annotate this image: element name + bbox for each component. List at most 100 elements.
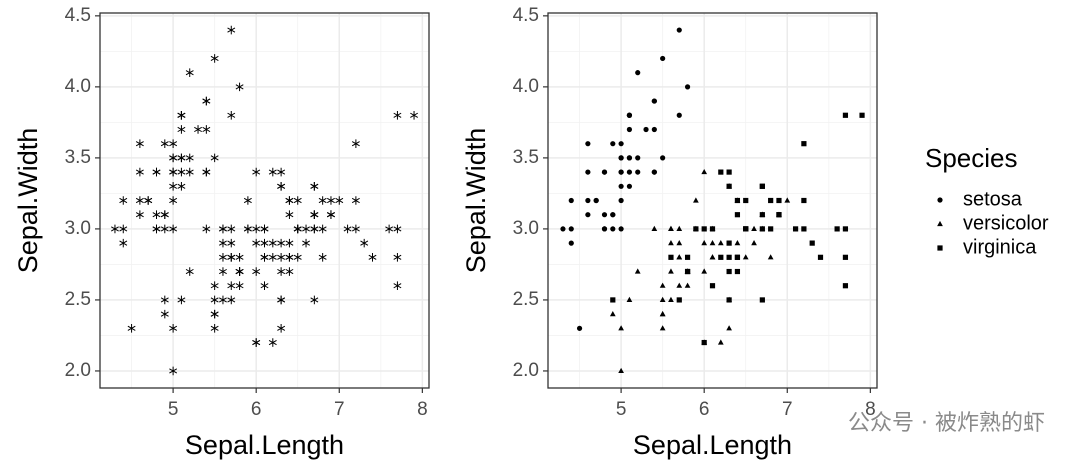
data-point (776, 212, 782, 218)
y-tick-label: 2.5 (65, 289, 91, 310)
data-point (252, 267, 261, 276)
data-point (227, 253, 236, 262)
data-point (585, 169, 591, 175)
data-point (218, 224, 227, 234)
data-point (626, 112, 633, 118)
data-point (185, 167, 194, 177)
data-point (676, 112, 682, 118)
x-tick-label: 6 (699, 399, 710, 420)
data-point (252, 338, 261, 347)
data-point (368, 253, 377, 262)
data-point (335, 196, 344, 205)
data-point (676, 297, 682, 303)
data-point (659, 311, 666, 317)
data-point (227, 110, 236, 120)
data-point (277, 167, 286, 177)
data-point (659, 282, 666, 288)
data-point (119, 196, 128, 205)
data-point (842, 226, 849, 232)
data-point (668, 296, 674, 303)
data-point (235, 281, 244, 291)
data-point (626, 296, 633, 303)
data-point (243, 224, 252, 234)
data-point (701, 226, 707, 232)
watermark: 公众号 · 被炸熟的虾 (848, 411, 1045, 436)
y-axis-title: Sepal.Width (461, 128, 491, 274)
data-point (127, 324, 136, 333)
data-point (293, 253, 302, 262)
data-point (717, 239, 724, 246)
data-point (693, 197, 699, 203)
data-point (610, 212, 616, 218)
data-point (676, 239, 683, 246)
data-point (160, 295, 169, 305)
data-point (235, 253, 244, 262)
data-point (635, 155, 641, 161)
legend-marker (937, 197, 943, 203)
data-point (169, 167, 178, 177)
data-point (169, 139, 178, 148)
data-point (618, 367, 624, 374)
data-point (169, 324, 178, 333)
data-point (576, 325, 583, 331)
data-point (252, 167, 261, 177)
y-tick-label: 3.0 (65, 218, 91, 239)
data-point (618, 169, 624, 175)
data-point (560, 226, 566, 232)
data-point (618, 155, 624, 161)
data-point (310, 295, 319, 305)
data-point (610, 297, 616, 303)
data-point (252, 238, 261, 248)
data-point (202, 125, 211, 134)
data-point (601, 226, 608, 232)
data-point (709, 254, 716, 260)
data-point (260, 281, 269, 291)
data-point (718, 169, 724, 175)
data-point (568, 226, 574, 232)
data-point (310, 210, 319, 219)
y-tick-label: 2.5 (513, 289, 539, 310)
plot-background (548, 13, 877, 388)
data-point (859, 112, 865, 118)
data-point (601, 169, 608, 175)
data-point (285, 267, 294, 276)
data-point (668, 254, 674, 260)
data-point (135, 196, 144, 205)
data-point (268, 253, 277, 262)
data-point (618, 197, 624, 204)
plot-border (547, 12, 878, 389)
data-point (776, 197, 782, 204)
x-tick-label: 6 (251, 399, 262, 420)
data-point (185, 267, 194, 276)
x-tick-label: 5 (168, 399, 179, 420)
data-point (218, 238, 227, 248)
data-point (169, 196, 178, 205)
data-point (701, 268, 708, 274)
plot-border (99, 12, 430, 389)
legend-marker (937, 220, 943, 227)
data-point (759, 183, 765, 189)
y-tick-label: 4.5 (513, 5, 539, 26)
data-point (318, 224, 327, 234)
data-point (676, 282, 683, 288)
data-point (568, 240, 574, 246)
data-point (626, 155, 633, 161)
data-point (610, 141, 616, 147)
data-point (709, 239, 716, 246)
data-point (626, 169, 633, 175)
data-point (684, 84, 691, 90)
data-point (726, 297, 732, 303)
data-point (768, 226, 774, 232)
data-point (626, 126, 633, 133)
data-point (268, 167, 277, 177)
data-point (177, 110, 186, 120)
data-point (285, 238, 294, 248)
data-point (277, 253, 286, 262)
data-point (210, 153, 219, 163)
data-point (585, 197, 591, 204)
data-point (268, 238, 277, 248)
data-point (668, 239, 674, 246)
data-point (351, 196, 360, 205)
data-point (842, 254, 849, 260)
data-point (277, 182, 286, 191)
